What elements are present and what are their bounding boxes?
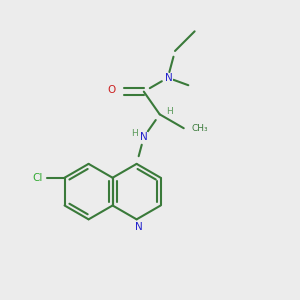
Text: O: O: [107, 85, 115, 94]
Text: N: N: [140, 132, 148, 142]
Text: H: H: [166, 107, 173, 116]
Text: N: N: [165, 73, 173, 83]
Text: H: H: [131, 129, 138, 138]
Text: Cl: Cl: [33, 173, 43, 183]
Text: CH₃: CH₃: [192, 124, 208, 133]
Text: N: N: [135, 222, 142, 232]
